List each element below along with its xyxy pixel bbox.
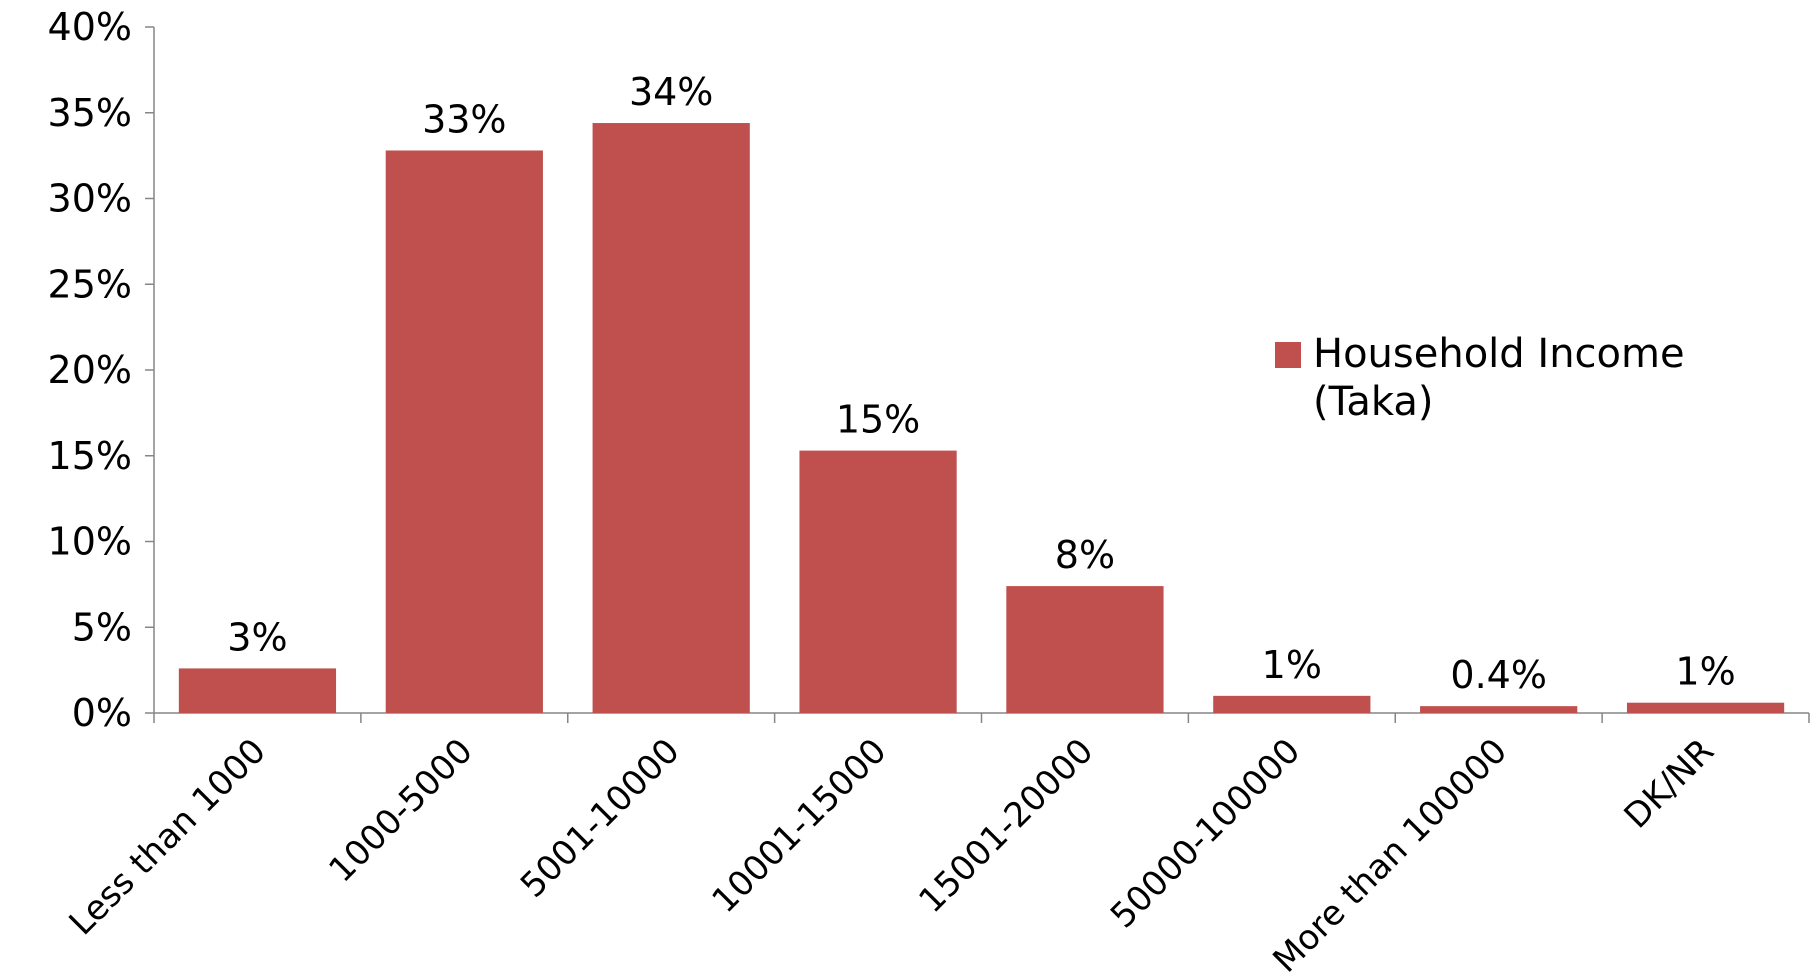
data-label: 34% bbox=[629, 70, 713, 114]
y-tick-label: 10% bbox=[48, 520, 132, 564]
x-tick-label: More than 100000 bbox=[1265, 731, 1515, 978]
y-tick-label: 40% bbox=[48, 5, 132, 49]
data-label: 0.4% bbox=[1450, 653, 1547, 697]
bar bbox=[1626, 702, 1785, 713]
legend: Household Income (Taka) bbox=[1275, 330, 1745, 426]
y-tick-label: 0% bbox=[72, 691, 132, 735]
bar bbox=[1006, 586, 1164, 713]
bar bbox=[178, 668, 337, 713]
data-label: 3% bbox=[227, 615, 287, 659]
y-tick-label: 5% bbox=[72, 605, 132, 649]
x-tick-label: 50000-100000 bbox=[1103, 731, 1308, 936]
legend-swatch bbox=[1275, 342, 1301, 368]
y-tick-label: 30% bbox=[48, 177, 132, 221]
data-label: 1% bbox=[1675, 650, 1735, 694]
x-tick-label: 15001-20000 bbox=[911, 731, 1101, 921]
x-tick-label: 10001-15000 bbox=[705, 731, 895, 921]
data-label: 15% bbox=[836, 398, 920, 442]
y-tick-label: 25% bbox=[48, 262, 132, 306]
data-label: 8% bbox=[1055, 533, 1115, 577]
bar bbox=[799, 450, 957, 713]
data-label: 1% bbox=[1262, 643, 1322, 687]
x-tick-label: Less than 1000 bbox=[62, 731, 274, 943]
bar bbox=[385, 150, 543, 714]
y-tick-label: 20% bbox=[48, 348, 132, 392]
y-tick-label: 15% bbox=[48, 434, 132, 478]
bar bbox=[1213, 695, 1371, 713]
y-tick-label: 35% bbox=[48, 91, 132, 135]
bar bbox=[1420, 706, 1578, 713]
x-tick-label: 1000-5000 bbox=[321, 731, 480, 890]
x-tick-label: DK/NR bbox=[1617, 731, 1722, 836]
legend-label: Household Income (Taka) bbox=[1313, 331, 1685, 425]
data-label: 33% bbox=[422, 97, 506, 141]
bar bbox=[592, 123, 750, 714]
x-tick-label: 5001-10000 bbox=[513, 731, 688, 906]
